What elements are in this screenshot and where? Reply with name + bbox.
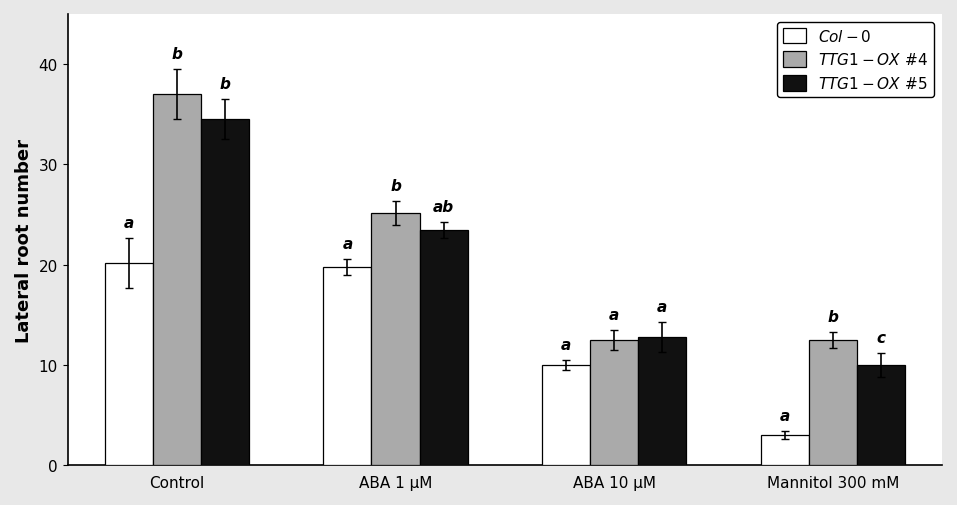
Text: ab: ab [434,199,455,214]
Bar [809,340,857,465]
Text: a: a [609,307,619,322]
Text: a: a [343,236,352,251]
Y-axis label: Lateral root number: Lateral root number [15,138,33,342]
Text: b: b [219,77,231,92]
Bar [323,267,371,465]
Text: a: a [657,299,667,314]
Text: b: b [390,178,401,193]
Bar [153,95,201,465]
Bar [371,213,419,465]
Text: a: a [123,215,134,230]
Text: c: c [877,330,885,345]
Bar [761,435,809,465]
Bar [105,263,153,465]
Text: b: b [827,309,838,324]
Bar [542,365,590,465]
Bar [590,340,638,465]
Text: b: b [171,47,183,62]
Bar [419,230,468,465]
Bar [857,365,904,465]
Text: a: a [780,409,790,423]
Text: a: a [561,337,571,352]
Bar [201,120,249,465]
Bar [638,337,686,465]
Legend: $\it{Col-0}$, $\it{TTG1-OX\ \#4}$, $\it{TTG1-OX\ \#5}$: $\it{Col-0}$, $\it{TTG1-OX\ \#4}$, $\it{… [777,23,934,98]
